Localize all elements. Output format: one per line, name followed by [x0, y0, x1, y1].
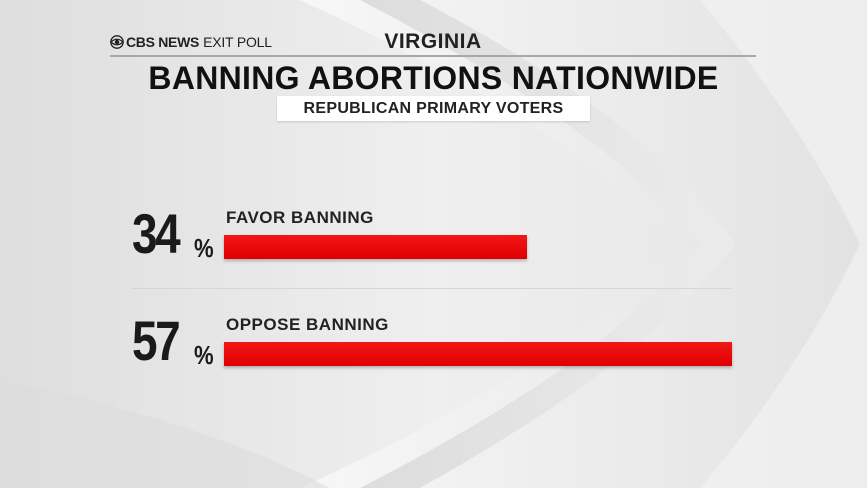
data-label: 57%: [132, 308, 220, 373]
percent-sign: %: [194, 340, 214, 370]
brand-logo: CBS NEWS EXIT POLL: [110, 34, 272, 50]
data-label: 34%: [132, 201, 220, 266]
header: CBS NEWS EXIT POLL VIRGINIA: [110, 30, 756, 54]
percent-sign: %: [194, 233, 214, 263]
bar: [224, 342, 732, 366]
bar: [224, 235, 527, 259]
brand-subtitle: EXIT POLL: [203, 34, 272, 50]
header-divider: [110, 55, 756, 57]
chart-title: BANNING ABORTIONS NATIONWIDE: [148, 60, 719, 96]
percent-value: 34: [132, 202, 181, 265]
row-divider: [132, 288, 732, 289]
percent-value: 57: [132, 309, 181, 372]
cbs-eye-icon: [110, 35, 124, 49]
chart-subtitle: REPUBLICAN PRIMARY VOTERS: [277, 96, 590, 121]
brand-name: CBS NEWS: [126, 34, 200, 50]
category-label: OPPOSE BANNING: [226, 315, 389, 334]
category-label: FAVOR BANNING: [226, 208, 374, 227]
state-label: VIRGINIA: [384, 30, 482, 53]
